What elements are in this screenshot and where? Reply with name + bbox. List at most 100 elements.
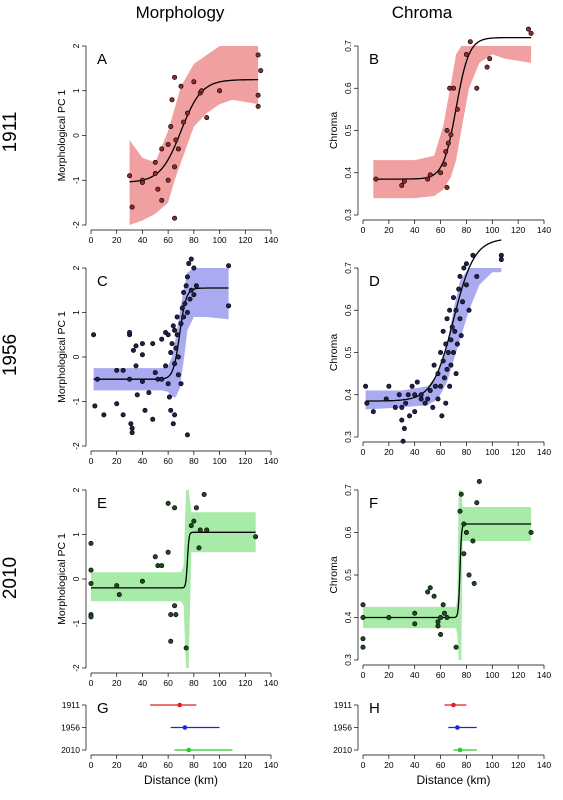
data-point bbox=[88, 540, 94, 546]
x-tick-label: 120 bbox=[238, 678, 252, 688]
data-point bbox=[360, 602, 366, 608]
data-point bbox=[474, 85, 480, 91]
x-tick-label: 40 bbox=[410, 760, 420, 770]
x-tick-label: 120 bbox=[238, 235, 252, 245]
y-tick-label: 0.7 bbox=[343, 484, 353, 496]
data-point bbox=[425, 396, 431, 402]
data-point bbox=[432, 383, 438, 389]
data-point bbox=[412, 409, 418, 415]
row-title-2010: 2010 bbox=[0, 557, 21, 599]
data-point bbox=[474, 500, 480, 506]
x-tick-label: 120 bbox=[511, 447, 525, 457]
x-tick-label: 20 bbox=[384, 760, 394, 770]
y-axis-label: Morphological PC 1 bbox=[56, 90, 68, 182]
data-point bbox=[447, 307, 453, 313]
data-point bbox=[438, 349, 444, 355]
data-point bbox=[360, 636, 366, 642]
data-point bbox=[94, 376, 100, 382]
data-point bbox=[128, 421, 134, 427]
data-point bbox=[392, 404, 398, 410]
column-title-morphology: Morphology bbox=[136, 3, 225, 22]
data-point bbox=[444, 614, 450, 620]
x-tick-label: 20 bbox=[384, 447, 394, 457]
data-point bbox=[360, 614, 366, 620]
x-tick-label: 140 bbox=[264, 235, 278, 245]
y-tick-label: 1 bbox=[71, 310, 81, 315]
data-point bbox=[438, 614, 444, 620]
x-tick-label: 140 bbox=[537, 447, 551, 457]
data-point bbox=[450, 295, 456, 301]
y-tick-label: 0 bbox=[71, 133, 81, 138]
data-point bbox=[443, 149, 449, 155]
data-point bbox=[142, 407, 148, 413]
data-point bbox=[152, 370, 158, 376]
x-tick-label: 20 bbox=[384, 670, 394, 680]
data-point bbox=[181, 289, 187, 295]
x-tick-label: 0 bbox=[89, 760, 94, 770]
data-point bbox=[396, 392, 402, 398]
data-point bbox=[405, 392, 411, 398]
cline-fit bbox=[365, 239, 502, 402]
panel-letter: B bbox=[369, 51, 379, 68]
y-tick-label: 0.5 bbox=[343, 346, 353, 358]
y-tick-label: 0.6 bbox=[343, 526, 353, 538]
confidence-band bbox=[129, 46, 259, 225]
y-tick-label: -1 bbox=[71, 397, 81, 405]
data-point bbox=[187, 296, 193, 302]
panel-letter: E bbox=[97, 495, 107, 512]
data-point bbox=[172, 361, 178, 367]
x-tick-label: 60 bbox=[436, 760, 446, 770]
data-point bbox=[427, 172, 433, 178]
data-point bbox=[476, 478, 482, 484]
x-tick-label: 0 bbox=[89, 456, 94, 466]
data-point bbox=[166, 394, 172, 400]
y-tick-label: 2 bbox=[71, 43, 81, 48]
interval-center bbox=[455, 725, 460, 730]
data-point bbox=[114, 583, 120, 589]
x-tick-label: 0 bbox=[361, 447, 366, 457]
x-tick-label: 100 bbox=[485, 670, 499, 680]
panel-F: 0 20 40 60 80 100 120 140 F 0.3 0.4 0.5 0.6 0.7 Chroma bbox=[328, 478, 551, 680]
x-tick-label: 60 bbox=[436, 225, 446, 235]
data-point bbox=[445, 349, 451, 355]
interval-center bbox=[177, 702, 183, 708]
x-tick-label: 100 bbox=[212, 456, 226, 466]
data-point bbox=[165, 141, 171, 147]
panel-letter: F bbox=[369, 495, 378, 512]
data-point bbox=[183, 645, 189, 651]
data-point bbox=[184, 432, 190, 438]
panel-letter: D bbox=[369, 273, 380, 290]
data-point bbox=[400, 438, 406, 444]
x-tick-label: 60 bbox=[436, 447, 446, 457]
data-point bbox=[412, 392, 418, 398]
y-tick-label: 0.3 bbox=[343, 209, 353, 221]
data-point bbox=[92, 403, 98, 409]
data-point bbox=[383, 396, 389, 402]
x-tick-label: 60 bbox=[436, 670, 446, 680]
x-axis-label: Distance (km) bbox=[144, 773, 218, 787]
data-point bbox=[360, 644, 366, 650]
data-point bbox=[146, 390, 152, 396]
data-point bbox=[525, 26, 531, 32]
panels: 0 20 40 60 80 100 120 140A-2-1012Morphological … bbox=[56, 26, 551, 787]
x-tick-label: 20 bbox=[112, 456, 122, 466]
x-tick-label: 0 bbox=[89, 235, 94, 245]
data-point bbox=[130, 347, 136, 353]
data-point bbox=[197, 527, 203, 533]
data-point bbox=[399, 182, 405, 188]
y-tick-label: 0 bbox=[71, 576, 81, 581]
data-point bbox=[418, 392, 424, 398]
x-tick-label: 60 bbox=[163, 235, 173, 245]
data-point bbox=[193, 505, 199, 511]
data-point bbox=[431, 593, 437, 599]
data-point bbox=[114, 367, 120, 373]
data-point bbox=[440, 358, 446, 364]
data-point bbox=[201, 491, 207, 497]
data-point bbox=[152, 159, 158, 165]
data-point bbox=[422, 400, 428, 406]
x-tick-label: 40 bbox=[138, 678, 148, 688]
data-point bbox=[155, 186, 161, 192]
data-point bbox=[364, 400, 370, 406]
data-point bbox=[438, 170, 444, 176]
data-point bbox=[186, 261, 192, 267]
